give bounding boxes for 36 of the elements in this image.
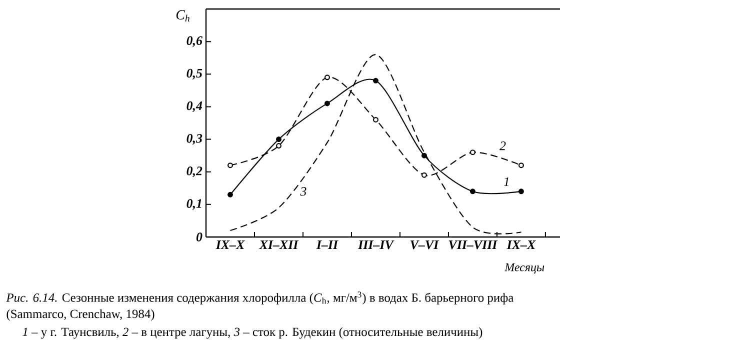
text: Рис. 6.14. Сезонные изменения содержания хлорофилла (C$_{h}$, мг/м$^{3}$) в водах Б. барьерного рифа [6, 292, 514, 304]
series-label: 2 [500, 142, 506, 150]
point [470, 188, 476, 194]
y-tick-label: 0,6 [186, 36, 202, 47]
point [276, 136, 282, 142]
point [421, 152, 427, 158]
point [276, 143, 282, 149]
series-label: 1 [504, 177, 508, 186]
point [324, 74, 330, 80]
x-tick-label: XI–XII [258, 240, 299, 250]
point [518, 188, 524, 194]
y-tick-label: 0 [196, 232, 202, 242]
y-tick-label: 0,3 [186, 134, 202, 145]
point [228, 192, 233, 198]
y-tick-label: 0,5 [186, 68, 202, 80]
x-axis-title: Месяцы [504, 263, 544, 274]
x-tick-label: VII–VIII [449, 240, 498, 250]
x-tick-label: IX–X [216, 240, 245, 250]
text: (Sammarco, Crenchaw, 1984) [6, 309, 154, 321]
point [324, 100, 330, 106]
y-tick-label: 0,4 [186, 101, 202, 112]
point [421, 172, 427, 178]
point [372, 117, 378, 122]
x-tick-label: I–II [316, 240, 338, 250]
x-tick-label: III–IV [358, 240, 394, 250]
text: 1 – у г. Таунсвиль, 2 – в центре лагуны, 3 – сток р. Будекин (относительные величины) [22, 327, 482, 339]
point [228, 162, 233, 168]
point [470, 150, 476, 156]
point [372, 78, 378, 84]
x-tick-label: V–VI [410, 240, 439, 250]
series-label: 3 [300, 187, 306, 196]
y-axis-title: C$_{h}$ [176, 10, 190, 22]
point [518, 162, 524, 168]
y-tick-label: 0,1 [186, 199, 202, 210]
x-tick-label: IX–X [506, 240, 536, 250]
y-tick-label: 0,2 [186, 166, 202, 178]
